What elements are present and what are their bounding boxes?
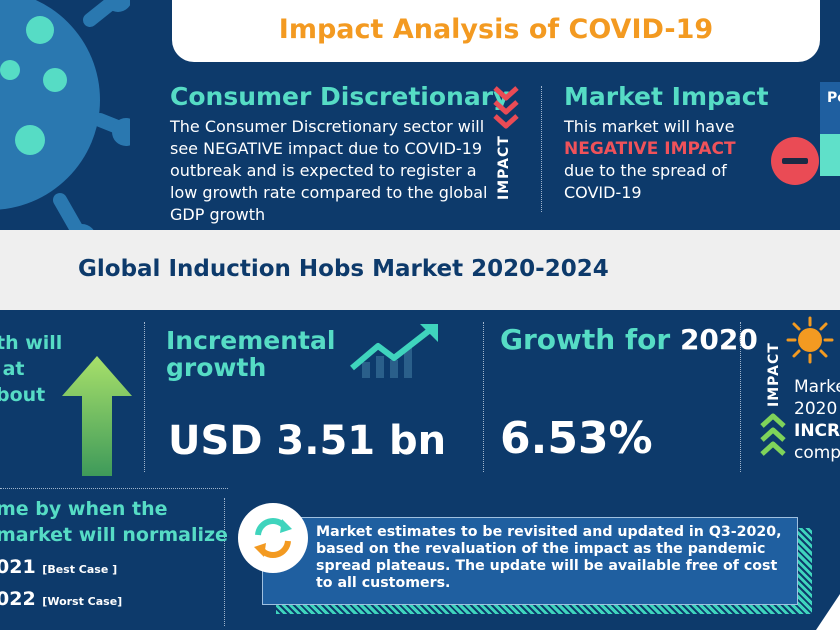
impact-label: IMPACT (496, 135, 512, 200)
growth-heading: Growth for 2020 (500, 323, 758, 356)
market-impact-heading: Market Impact (564, 82, 769, 111)
right-impact-line1: Marke (794, 377, 840, 397)
chevron-up-icon (760, 413, 786, 456)
divider (483, 322, 484, 472)
chevron-down-icon (493, 86, 519, 129)
sun-icon (786, 316, 834, 364)
best-case-label: [Best Case ] (42, 563, 118, 576)
right-impact-line3: INCR (794, 421, 840, 441)
negative-impact-label: NEGATIVE IMPACT (564, 139, 736, 159)
minus-circle-icon (771, 137, 819, 185)
worst-case-label: [Worst Case] (42, 595, 123, 608)
market-impact-body: This market will have NEGATIVE IMPACT du… (564, 116, 764, 204)
divider (0, 488, 228, 489)
market-title: Global Induction Hobs Market 2020-2024 (78, 256, 609, 282)
page-title: Impact Analysis of COVID-19 (278, 14, 714, 45)
trend-up-icon (350, 324, 438, 378)
divider (224, 498, 225, 626)
divider (144, 322, 145, 472)
market-title-band (0, 230, 840, 310)
market-impact-line2: due to the spread of COVID-19 (564, 161, 727, 202)
growth-heading-year: 2020 (679, 323, 758, 356)
side-panel-accent (820, 134, 840, 176)
right-impact-line2: 2020 (794, 399, 838, 419)
growth-value: 6.53% (500, 413, 653, 464)
refresh-glyph (254, 518, 292, 558)
market-impact-line1: This market will have (564, 117, 735, 136)
refresh-icon (238, 503, 308, 573)
right-impact-text: Marke 2020 INCR comp (794, 376, 840, 464)
title-banner (172, 0, 820, 62)
growth-heading-label: Growth for (500, 323, 680, 356)
side-panel-label: Pe (827, 90, 840, 106)
virus-graphic (0, 0, 130, 230)
right-impact-line4: comp (794, 443, 840, 463)
note-text: Market estimates to be revisited and upd… (316, 524, 782, 591)
worst-case-year: 022 (0, 588, 36, 610)
best-case: 021 [Best Case ] (0, 556, 117, 578)
impact-label-right: IMPACT (766, 342, 782, 407)
note-box (262, 517, 798, 605)
incremental-growth-value: USD 3.51 bn (168, 418, 447, 464)
divider (740, 322, 741, 472)
up-arrow-icon (62, 356, 132, 476)
consumer-discretionary-body: The Consumer Discretionary sector will s… (170, 117, 488, 224)
growth-note-cut: th will at bout (0, 332, 63, 406)
consumer-discretionary-heading: Consumer Discretionary (170, 82, 510, 111)
corner-marker (816, 594, 840, 630)
incremental-growth-heading: Incremental growth (166, 326, 336, 382)
worst-case: 022 [Worst Case] (0, 588, 122, 610)
best-case-year: 021 (0, 556, 36, 578)
divider (541, 86, 542, 212)
timeframe-heading: me by when the market will normalize (0, 498, 228, 546)
